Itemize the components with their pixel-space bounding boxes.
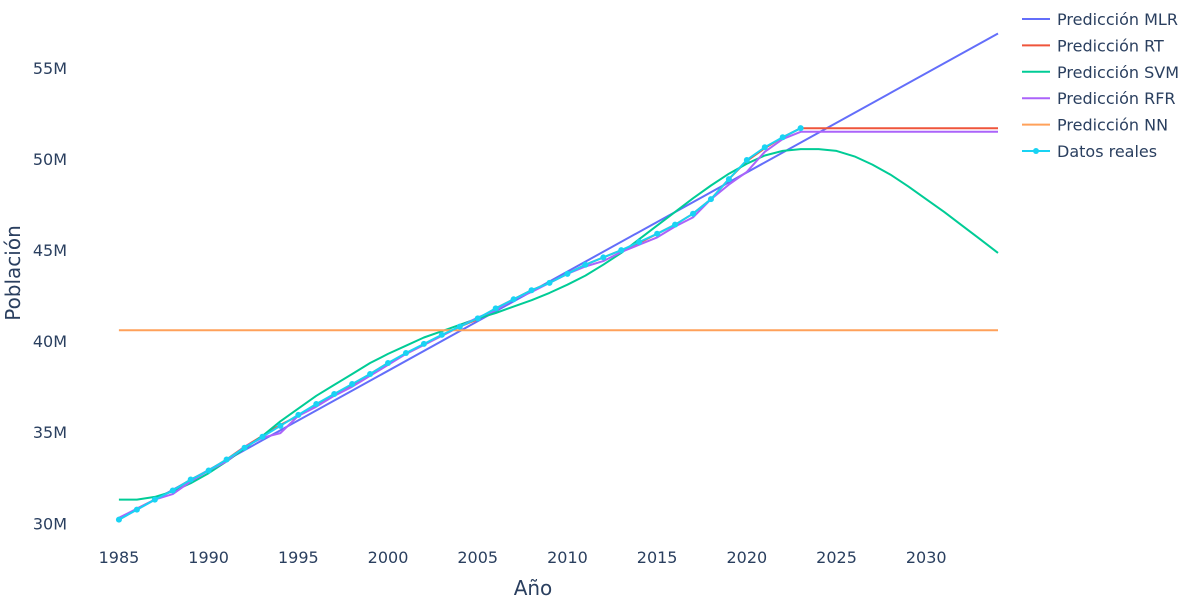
legend-item-datos-reales[interactable]: Datos reales [1022, 142, 1157, 161]
x-tick-label: 2000 [368, 548, 409, 567]
y-tick-label: 55M [33, 59, 67, 78]
x-tick-label: 2030 [906, 548, 947, 567]
x-tick-label: 2010 [547, 548, 588, 567]
data-point-datos-reales [385, 360, 392, 367]
legend-item-prediccion-mlr[interactable]: Predicción MLR [1022, 10, 1178, 29]
data-point-datos-reales [564, 270, 571, 277]
data-point-datos-reales [367, 370, 374, 377]
data-point-datos-reales [133, 506, 140, 513]
legend-label: Predicción SVM [1057, 63, 1179, 82]
legend-marker [1033, 148, 1039, 154]
series-line-prediccion-rfr [118, 130, 998, 519]
y-tick-label: 45M [33, 241, 67, 260]
data-point-datos-reales [707, 196, 714, 203]
y-tick-label: 30M [33, 514, 67, 533]
data-point-datos-reales [600, 254, 607, 261]
x-tick-label: 2005 [457, 548, 498, 567]
data-point-datos-reales [528, 287, 535, 294]
data-point-datos-reales [151, 496, 158, 503]
x-axis-ticks: 1985 1990 1995 2000 2005 2010 2015 2020 2025 2030 [99, 548, 947, 567]
data-point-datos-reales [331, 390, 338, 397]
data-point-datos-reales [169, 487, 176, 494]
data-point-datos-reales [725, 176, 732, 183]
data-point-datos-reales [438, 331, 445, 338]
data-point-datos-reales [492, 305, 499, 312]
data-point-datos-reales [223, 456, 230, 463]
x-tick-label: 1985 [99, 548, 140, 567]
y-axis-title: Población [1, 225, 25, 321]
x-axis-title: Año [514, 576, 553, 600]
data-point-datos-reales [797, 125, 804, 132]
data-point-datos-reales [672, 221, 679, 228]
legend-label: Predicción NN [1057, 116, 1168, 135]
data-point-datos-reales [402, 350, 409, 357]
series-line-prediccion-rt [118, 127, 998, 521]
data-point-datos-reales [259, 433, 266, 440]
data-point-datos-reales [456, 323, 463, 330]
legend-item-prediccion-rt[interactable]: Predicción RT [1022, 36, 1164, 55]
x-tick-label: 2025 [816, 548, 857, 567]
series-line-prediccion-mlr [118, 32, 999, 521]
data-point-datos-reales [654, 230, 661, 237]
legend-label: Predicción RT [1057, 36, 1164, 55]
data-point-datos-reales [636, 238, 643, 245]
legend-item-prediccion-svm[interactable]: Predicción SVM [1022, 63, 1179, 82]
series-layer [115, 32, 999, 523]
x-tick-label: 2015 [637, 548, 678, 567]
x-tick-label: 1990 [188, 548, 229, 567]
data-point-datos-reales [277, 422, 284, 429]
data-point-datos-reales [743, 157, 750, 164]
series-line-prediccion-svm [118, 148, 999, 501]
x-tick-label: 1995 [278, 548, 319, 567]
y-axis-ticks: 30M 35M 40M 45M 50M 55M [33, 59, 67, 533]
data-point-datos-reales [295, 411, 302, 418]
data-point-datos-reales [313, 401, 320, 407]
legend-item-prediccion-nn[interactable]: Predicción NN [1022, 116, 1168, 135]
data-point-datos-reales [205, 467, 212, 474]
data-point-datos-reales [690, 210, 697, 217]
data-point-datos-reales [618, 247, 625, 254]
data-point-datos-reales [510, 296, 517, 303]
legend-label: Predicción MLR [1057, 10, 1178, 29]
data-point-datos-reales [115, 516, 122, 523]
data-point-datos-reales [420, 340, 427, 347]
legend-label: Datos reales [1057, 142, 1157, 161]
data-point-datos-reales [474, 315, 481, 322]
x-tick-label: 2020 [726, 548, 767, 567]
data-point-datos-reales [761, 144, 768, 151]
data-point-datos-reales [582, 261, 589, 268]
legend[interactable]: Predicción MLR Predicción RT Predicción SV… [1022, 10, 1179, 161]
legend-label: Predicción RFR [1057, 89, 1176, 108]
legend-item-prediccion-rfr[interactable]: Predicción RFR [1022, 89, 1176, 108]
data-point-datos-reales [779, 134, 786, 141]
y-tick-label: 40M [33, 332, 67, 351]
data-point-datos-reales [241, 444, 248, 451]
data-point-datos-reales [187, 476, 194, 483]
data-point-datos-reales [349, 380, 356, 387]
y-tick-label: 50M [33, 150, 67, 169]
y-tick-label: 35M [33, 423, 67, 442]
data-point-datos-reales [546, 279, 553, 286]
